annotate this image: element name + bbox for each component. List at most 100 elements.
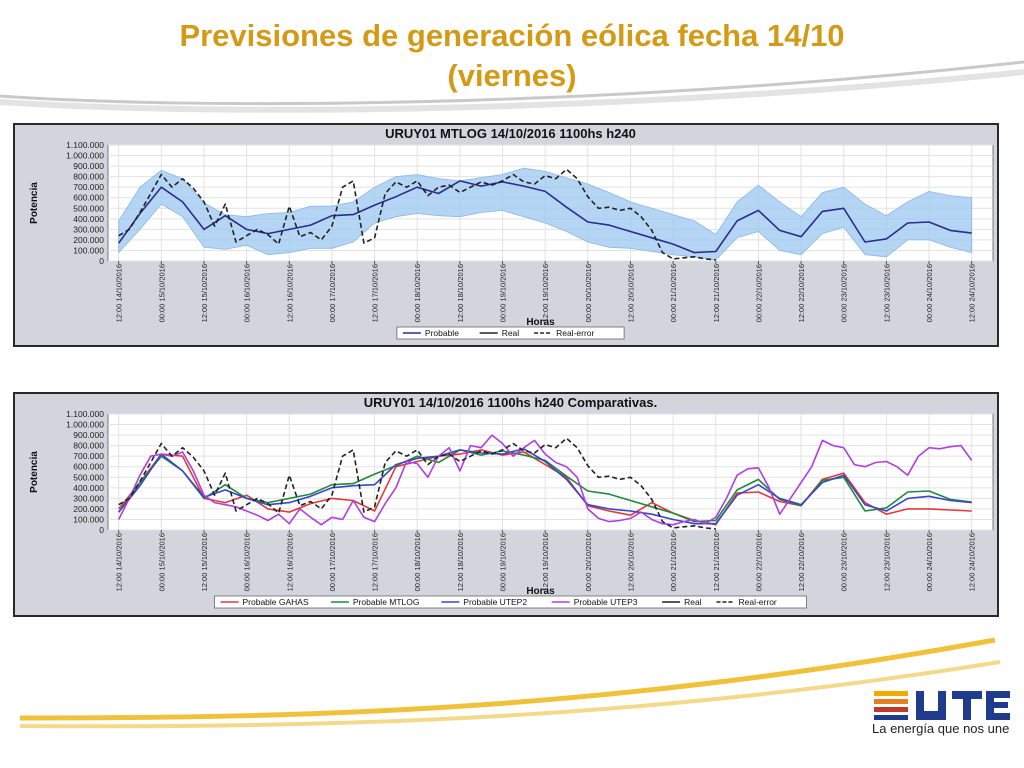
x-tick-label: 00:00 19/10/2016 [499,264,508,322]
chart-mtlog: URUY01 MTLOG 14/10/2016 1100hs h240 0100.… [29,126,994,340]
legend-label: Real-error [556,328,594,338]
legend-label: Probable [425,328,459,338]
x-tick-label: 12:00 18/10/2016 [456,533,465,591]
ute-logo-letters [916,691,1010,720]
y-tick-label: 1.000.000 [66,420,104,430]
x-tick-label: 00:00 20/10/2016 [584,533,593,591]
series-line-2 [118,448,972,525]
y-tick-label: 300.000 [73,493,104,503]
legend-label: Probable UTEP2 [463,597,527,607]
x-tick-label: 12:00 21/10/2016 [712,264,721,322]
x-tick-label: 00:00 16/10/2016 [243,264,252,322]
x-tick-label: 12:00 18/10/2016 [456,264,465,322]
y-tick-label: 600.000 [73,193,104,203]
x-tick-label: 00:00 21/10/2016 [669,533,678,591]
legend-label: Probable UTEP3 [574,597,638,607]
y-tick-label: 0 [99,256,104,266]
legend: Probable GAHAS Probable MTLOG Probable UTE… [214,595,807,609]
top-swoosh [0,60,1024,106]
chart-panel-comparativas: URUY01 14/10/2016 1100hs h240 Comparativ… [13,392,999,617]
x-tick-label: 12:00 16/10/2016 [285,264,294,322]
y-tick-label: 1.000.000 [66,151,104,161]
x-tick-label: 00:00 18/10/2016 [413,533,422,591]
slide-title: Previsiones de generación eólica fecha 1… [60,16,964,96]
x-tick-label: 12:00 24/10/2016 [968,533,977,591]
y-axis-label: Potencia [29,451,40,493]
x-tick-label: 00:00 17/10/2016 [328,264,337,322]
plot-area [107,413,994,531]
ute-logo-mark [874,691,908,720]
bottom-swoosh [19,637,996,721]
x-tick-label: 12:00 16/10/2016 [285,533,294,591]
y-tick-label: 1.100.000 [66,409,104,419]
legend: Probable Real Real-error [396,326,625,340]
x-tick-label: 00:00 24/10/2016 [925,533,934,591]
ute-logo [874,691,1010,720]
y-tick-label: 800.000 [73,441,104,451]
x-tick-label: 00:00 17/10/2016 [328,533,337,591]
y-tick-label: 700.000 [73,451,104,461]
chart-comparativas: URUY01 14/10/2016 1100hs h240 Comparativ… [29,395,994,609]
y-axis-label: Potencia [29,182,40,224]
x-axis-label: Horas [526,586,555,597]
x-tick-label: 00:00 18/10/2016 [413,264,422,322]
x-tick-label: 00:00 22/10/2016 [754,533,763,591]
x-tick-label: 00:00 15/10/2016 [157,264,166,322]
x-tick-label: 00:00 22/10/2016 [754,264,763,322]
x-tick-label: 00:00 19/10/2016 [499,533,508,591]
chart-title: URUY01 14/10/2016 1100hs h240 Comparativ… [364,395,657,410]
y-tick-label: 100.000 [73,514,104,524]
x-tick-label: 00:00 23/10/2016 [840,533,849,591]
x-axis-label: Horas [526,317,555,328]
y-tick-label: 500.000 [73,472,104,482]
legend-label: Real [684,597,702,607]
y-tick-label: 100.000 [73,245,104,255]
x-tick-label: 12:00 15/10/2016 [200,264,209,322]
x-tick-label: 12:00 24/10/2016 [968,264,977,322]
x-tick-label: 00:00 16/10/2016 [243,533,252,591]
x-tick-label: 00:00 15/10/2016 [157,533,166,591]
x-tick-label: 12:00 20/10/2016 [626,533,635,591]
x-tick-label: 12:00 14/10/2016 [115,533,124,591]
y-tick-label: 900.000 [73,161,104,171]
x-tick-label: 12:00 20/10/2016 [626,264,635,322]
slide-title-line1: Previsiones de generación eólica fecha 1… [179,18,845,53]
series-line-0 [118,180,972,254]
x-tick-label: 00:00 20/10/2016 [584,264,593,322]
x-tick-label: 00:00 21/10/2016 [669,264,678,322]
y-tick-label: 1.100.000 [66,140,104,150]
series-line-0 [118,449,972,526]
x-tick-label: 00:00 24/10/2016 [925,264,934,322]
x-tick-label: 12:00 22/10/2016 [797,264,806,322]
x-tick-label: 00:00 23/10/2016 [840,264,849,322]
x-tick-label: 12:00 17/10/2016 [371,264,380,322]
x-tick-label: 12:00 21/10/2016 [712,533,721,591]
legend-label: Probable GAHAS [243,597,309,607]
x-tick-label: 12:00 19/10/2016 [541,533,550,591]
legend-box [396,326,625,340]
chart-panel-mtlog: URUY01 MTLOG 14/10/2016 1100hs h240 0 100.… [13,123,999,347]
legend-label: Probable MTLOG [353,597,420,607]
x-tick-label: 12:00 14/10/2016 [115,264,124,322]
legend-label: Real [502,328,520,338]
legend-box [214,595,807,609]
y-tick-label: 0 [99,525,104,535]
x-tick-label: 12:00 17/10/2016 [371,533,380,591]
x-tick-label: 12:00 19/10/2016 [541,264,550,322]
legend-label: Real-error [739,597,777,607]
y-tick-label: 300.000 [73,224,104,234]
y-tick-label: 200.000 [73,504,104,514]
confidence-band [118,167,973,261]
slide-title-line2: (viernes) [447,58,577,93]
y-tick-label: 400.000 [73,483,104,493]
series-line-1 [118,168,716,261]
y-tick-label: 600.000 [73,462,104,472]
y-tick-label: 700.000 [73,182,104,192]
y-tick-label: 500.000 [73,203,104,213]
series-line-3 [117,434,973,526]
tagline: La energía que nos une [872,721,1010,736]
y-tick-label: 900.000 [73,430,104,440]
chart-title: URUY01 MTLOG 14/10/2016 1100hs h240 [385,126,636,141]
y-tick-label: 200.000 [73,235,104,245]
